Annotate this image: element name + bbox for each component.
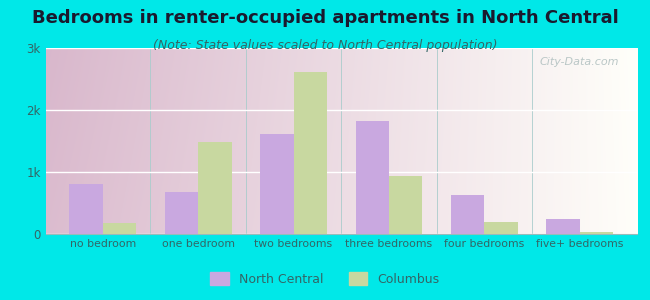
Bar xyxy=(103,223,136,234)
Bar xyxy=(198,142,231,234)
Bar xyxy=(164,192,198,234)
Bar xyxy=(451,195,484,234)
Bar xyxy=(547,218,580,234)
Text: Bedrooms in renter-occupied apartments in North Central: Bedrooms in renter-occupied apartments i… xyxy=(32,9,618,27)
Bar xyxy=(294,72,327,234)
Bar xyxy=(356,121,389,234)
Bar xyxy=(580,232,613,234)
Bar xyxy=(389,176,422,234)
Legend: North Central, Columbus: North Central, Columbus xyxy=(205,267,445,291)
Bar xyxy=(260,134,294,234)
Bar xyxy=(484,222,518,234)
Bar xyxy=(70,184,103,234)
Text: (Note: State values scaled to North Central population): (Note: State values scaled to North Cent… xyxy=(153,39,497,52)
Text: City-Data.com: City-Data.com xyxy=(540,57,619,67)
